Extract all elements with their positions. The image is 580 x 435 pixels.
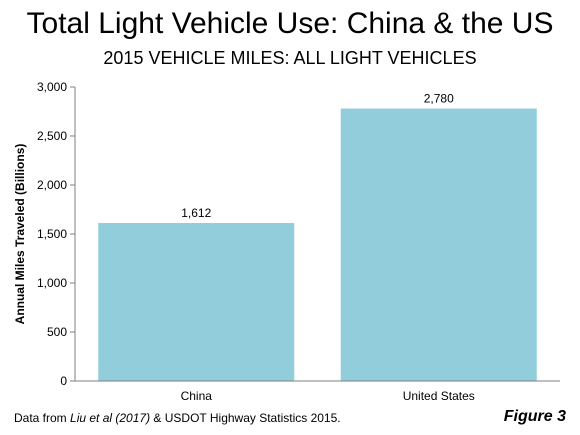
bar — [340, 108, 537, 381]
bar-data-label: 2,780 — [424, 92, 454, 106]
y-tick-label: 1,500 — [37, 227, 67, 241]
footnote-prefix: Data from — [14, 411, 71, 425]
y-axis-title: Annual Miles Traveled (Billions) — [13, 144, 27, 325]
bar-data-label: 1,612 — [181, 206, 211, 220]
y-tick-label: 3,000 — [37, 80, 67, 94]
source-footnote: Data from Liu et al (2017) & USDOT Highw… — [14, 410, 341, 426]
chart-title: Total Light Vehicle Use: China & the US — [26, 7, 554, 40]
x-category-label: United States — [403, 389, 475, 403]
y-tick-label: 0 — [60, 374, 67, 388]
x-category-label: China — [181, 389, 213, 403]
chart-subtitle: 2015 VEHICLE MILES: ALL LIGHT VEHICLES — [103, 48, 477, 68]
bar — [98, 223, 295, 381]
figure-label: Figure 3 — [503, 408, 566, 425]
y-tick-label: 500 — [47, 325, 67, 339]
y-tick-label: 2,000 — [37, 178, 67, 192]
footnote-suffix: & USDOT Highway Statistics 2015. — [150, 411, 341, 425]
y-tick-label: 1,000 — [37, 276, 67, 290]
y-tick-label: 2,500 — [37, 129, 67, 143]
footnote-source-citation: Liu et al (2017) — [70, 411, 151, 425]
